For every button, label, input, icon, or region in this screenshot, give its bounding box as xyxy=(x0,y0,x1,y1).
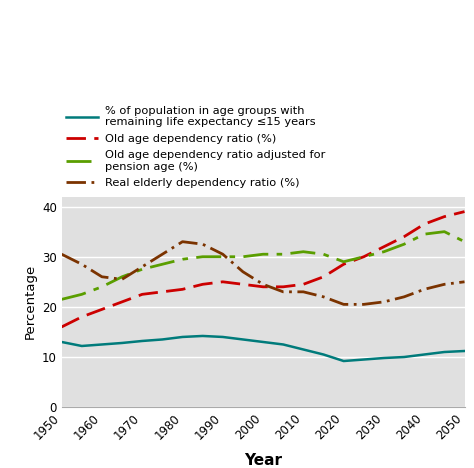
Y-axis label: Percentage: Percentage xyxy=(23,264,36,339)
Legend: % of population in age groups with
remaining life expectancy ≤15 years, Old age : % of population in age groups with remai… xyxy=(62,101,330,192)
X-axis label: Year: Year xyxy=(244,453,282,468)
